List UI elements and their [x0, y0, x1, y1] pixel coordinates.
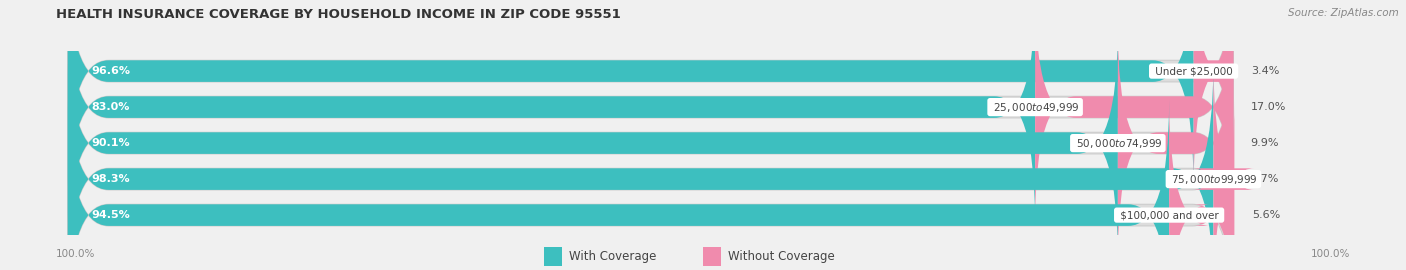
Text: With Coverage: With Coverage — [569, 250, 657, 263]
Text: 3.4%: 3.4% — [1251, 66, 1279, 76]
Text: Source: ZipAtlas.com: Source: ZipAtlas.com — [1288, 8, 1399, 18]
FancyBboxPatch shape — [67, 28, 1233, 258]
Text: 1.7%: 1.7% — [1251, 174, 1279, 184]
Text: HEALTH INSURANCE COVERAGE BY HOUSEHOLD INCOME IN ZIP CODE 95551: HEALTH INSURANCE COVERAGE BY HOUSEHOLD I… — [56, 8, 621, 21]
FancyBboxPatch shape — [67, 64, 1213, 270]
Text: $75,000 to $99,999: $75,000 to $99,999 — [1168, 173, 1258, 185]
FancyBboxPatch shape — [67, 0, 1035, 222]
Text: $25,000 to $49,999: $25,000 to $49,999 — [990, 101, 1080, 114]
FancyBboxPatch shape — [1118, 28, 1233, 258]
Text: 96.6%: 96.6% — [91, 66, 131, 76]
FancyBboxPatch shape — [67, 0, 1194, 186]
Text: 5.6%: 5.6% — [1251, 210, 1279, 220]
Text: 100.0%: 100.0% — [1310, 249, 1350, 259]
Text: 9.9%: 9.9% — [1251, 138, 1279, 148]
Text: $50,000 to $74,999: $50,000 to $74,999 — [1073, 137, 1163, 150]
Text: Under $25,000: Under $25,000 — [1152, 66, 1236, 76]
Text: $100,000 and over: $100,000 and over — [1116, 210, 1222, 220]
Text: 17.0%: 17.0% — [1251, 102, 1286, 112]
FancyBboxPatch shape — [67, 0, 1233, 222]
FancyBboxPatch shape — [1192, 64, 1254, 270]
Text: 100.0%: 100.0% — [56, 249, 96, 259]
Text: 90.1%: 90.1% — [91, 138, 129, 148]
FancyBboxPatch shape — [67, 28, 1118, 258]
FancyBboxPatch shape — [67, 100, 1170, 270]
FancyBboxPatch shape — [1170, 100, 1234, 270]
FancyBboxPatch shape — [67, 0, 1233, 186]
FancyBboxPatch shape — [67, 100, 1233, 270]
Text: 98.3%: 98.3% — [91, 174, 129, 184]
FancyBboxPatch shape — [1035, 0, 1233, 222]
Text: 83.0%: 83.0% — [91, 102, 129, 112]
FancyBboxPatch shape — [1192, 0, 1234, 186]
Text: Without Coverage: Without Coverage — [728, 250, 835, 263]
FancyBboxPatch shape — [67, 64, 1233, 270]
Text: 94.5%: 94.5% — [91, 210, 129, 220]
